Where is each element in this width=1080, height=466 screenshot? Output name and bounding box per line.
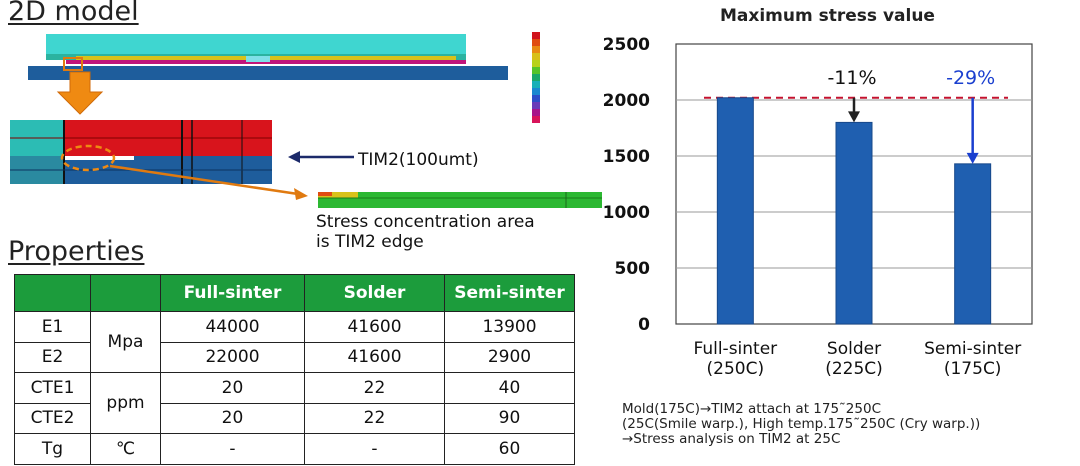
fem-model-figure [10, 32, 602, 208]
row-unit: ppm [90, 372, 161, 434]
y-tick-label: 2000 [603, 91, 650, 111]
x-tick-sublabel: (250C) [707, 359, 765, 379]
table-cell: 22000 [160, 341, 305, 373]
y-tick-label: 1500 [603, 147, 650, 167]
row-name: E1 [14, 311, 91, 343]
row-name: CTE1 [14, 372, 91, 404]
stress-bar-chart: 0 500 1000 1500 2000 2500 Full-sinter(250C) So… [603, 35, 1033, 379]
table-cell: 13900 [444, 311, 575, 343]
bar-full-sinter [716, 97, 754, 325]
percent-change-label: -11% [827, 67, 876, 89]
header-cell [14, 274, 91, 312]
table-cell: - [304, 433, 445, 465]
header-cell: Full-sinter [160, 274, 305, 312]
note-line2: (25C(Smile warp.), High temp.175˜250C (C… [622, 416, 981, 432]
color-legend [532, 32, 540, 123]
percent-change-label: -29% [946, 67, 995, 89]
y-tick-label: 1000 [603, 203, 650, 223]
chart-title: Maximum stress value [720, 6, 935, 26]
row-unit: Mpa [90, 311, 161, 373]
table-cell: 41600 [304, 311, 445, 343]
table-row: E2 22000 41600 2900 [14, 341, 575, 373]
x-tick-sublabel: (225C) [825, 359, 883, 379]
x-tick-sublabel: (175C) [944, 359, 1002, 379]
package-cross-section [28, 34, 508, 80]
table-cell: 20 [160, 372, 305, 404]
row-name: CTE2 [14, 402, 91, 434]
y-tick-label: 500 [615, 259, 651, 279]
properties-table: Full-sinter Solder Semi-sinter E1 Mpa 44… [14, 274, 575, 465]
table-cell: 20 [160, 402, 305, 434]
arrow-head [966, 152, 979, 164]
section-title-properties: Properties [8, 236, 145, 267]
table-row: E1 Mpa 44000 41600 13900 [14, 311, 575, 373]
x-tick-label: Full-sinter [693, 339, 777, 359]
bar-semi-sinter [954, 163, 992, 325]
stress-note-line1: Stress concentration area [316, 212, 535, 232]
table-row: CTE1 ppm 20 22 40 [14, 372, 575, 434]
tim2-label: TIM2(100umt) [358, 150, 479, 170]
x-tick-label: Semi-sinter [924, 339, 1021, 359]
section-title-2d-model: 2D model [8, 0, 139, 27]
zoomed-mesh [10, 120, 272, 184]
table-cell: 41600 [304, 341, 445, 373]
note-line1: Mold(175C)→TIM2 attach at 175˜250C [622, 401, 881, 417]
x-tick-label: Solder [827, 339, 881, 359]
table-header-row: Full-sinter Solder Semi-sinter [14, 274, 575, 312]
analysis-notes: Mold(175C)→TIM2 attach at 175˜250C (25C(S… [622, 402, 980, 447]
y-tick-label: 2500 [603, 35, 650, 55]
table-cell: 90 [444, 402, 575, 434]
header-cell: Solder [304, 274, 445, 312]
stress-concentration-note: Stress concentration area is TIM2 edge [316, 212, 535, 252]
arrow-head [848, 111, 860, 123]
row-name: E2 [14, 341, 91, 373]
table-cell: 2900 [444, 341, 575, 373]
table-cell: - [160, 433, 305, 465]
table-cell: 60 [444, 433, 575, 465]
stress-note-line2: is TIM2 edge [316, 232, 424, 252]
table-row: CTE2 20 22 90 [14, 402, 575, 434]
table-cell: 44000 [160, 311, 305, 343]
header-cell: Semi-sinter [444, 274, 575, 312]
row-name: Tg [14, 433, 91, 465]
note-line3: →Stress analysis on TIM2 at 25C [622, 431, 841, 447]
table-row: Tg ℃ - - 60 [14, 433, 575, 465]
table-cell: 40 [444, 372, 575, 404]
header-cell [90, 274, 161, 312]
row-unit: ℃ [90, 433, 161, 465]
table-cell: 22 [304, 402, 445, 434]
bar-solder [835, 121, 873, 325]
table-cell: 22 [304, 372, 445, 404]
stress-zoom-strip [318, 192, 602, 208]
y-tick-label: 0 [638, 315, 650, 335]
